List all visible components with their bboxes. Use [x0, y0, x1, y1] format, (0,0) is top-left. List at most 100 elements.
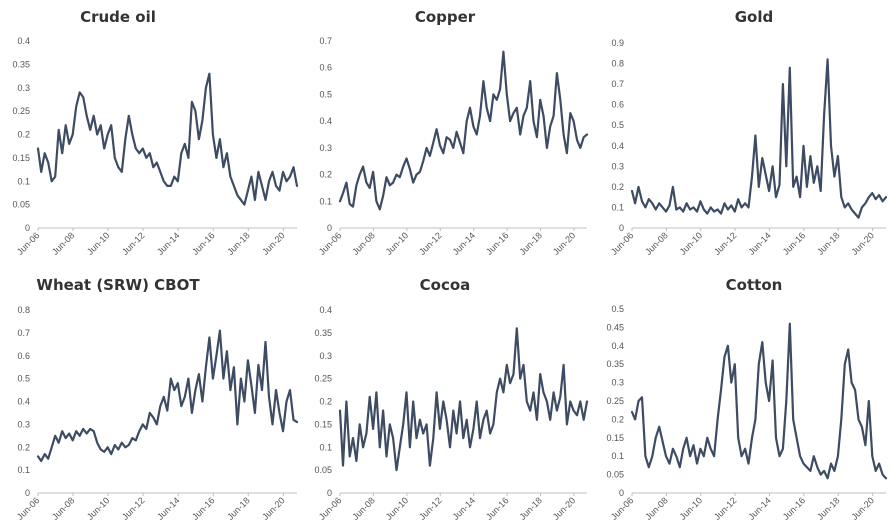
series-line	[630, 322, 888, 480]
x-tick-label: Jun-08	[50, 495, 77, 522]
y-tick-label: 0.1	[319, 196, 332, 206]
series-line	[36, 72, 299, 206]
x-tick-label: Jun-16	[484, 495, 511, 522]
x-tick-label: Jun-18	[815, 230, 842, 257]
chart-panel: Copper 0 0.1 0.2 0.3 0.4 0.5 0.6 0.7 Jun-06 Jun-08…	[317, 8, 589, 257]
x-tick-label: Jun-10	[384, 495, 411, 522]
y-tick-label: 0.4	[319, 116, 332, 126]
y-tick-label: 0.8	[611, 59, 624, 69]
x-tick-label: Jun-06	[609, 230, 636, 257]
y-tick-label: 0.35	[12, 59, 30, 69]
y-tick-label: 0.3	[17, 83, 30, 93]
x-tick-label: Jun-18	[225, 495, 252, 522]
x-tick-label: Jun-14	[746, 495, 773, 522]
x-tick-label: Jun-08	[350, 495, 377, 522]
x-tick-label: Jun-20	[849, 230, 876, 257]
y-tick-label: 0.5	[319, 89, 332, 99]
x-tick-label: Jun-20	[551, 495, 578, 522]
y-tick-label: 0	[619, 223, 624, 233]
y-tick-label: 0.2	[611, 182, 624, 192]
y-tick-label: 0.5	[611, 120, 624, 130]
x-tick-label: Jun-16	[781, 230, 808, 257]
series-line	[630, 58, 888, 219]
y-tick-label: 0.15	[606, 433, 624, 443]
y-tick-label: 0.4	[17, 36, 30, 46]
x-tick-label: Jun-14	[155, 495, 182, 522]
x-tick-label: Jun-20	[260, 495, 287, 522]
y-tick-label: 0.3	[611, 161, 624, 171]
y-tick-label: 0.1	[611, 202, 624, 212]
x-tick-label: Jun-10	[85, 230, 112, 257]
y-tick-label: 0.2	[319, 170, 332, 180]
y-tick-label: 0.15	[12, 153, 30, 163]
y-tick-label: 0.7	[319, 36, 332, 46]
y-tick-label: 0.4	[611, 341, 624, 351]
x-tick-label: Jun-12	[712, 230, 739, 257]
y-tick-label: 0.25	[12, 106, 30, 116]
x-tick-label: Jun-06	[15, 230, 42, 257]
x-tick-label: Jun-06	[15, 495, 42, 522]
y-tick-label: 0	[25, 488, 30, 498]
x-tick-label: Jun-08	[350, 230, 377, 257]
chart-title: Wheat (SRW) CBOT	[36, 276, 200, 294]
y-tick-label: 0.2	[17, 442, 30, 452]
x-tick-label: Jun-14	[451, 230, 478, 257]
y-tick-label: 0.9	[611, 38, 624, 48]
y-tick-label: 0.4	[17, 397, 30, 407]
y-tick-label: 0.2	[319, 397, 332, 407]
y-tick-label: 0.4	[319, 305, 332, 315]
y-tick-label: 0.6	[319, 63, 332, 73]
x-tick-label: Jun-16	[484, 230, 511, 257]
x-tick-label: Jun-18	[815, 495, 842, 522]
x-tick-label: Jun-06	[609, 495, 636, 522]
chart-panel: Cotton 0 0.05 0.1 0.15 0.2 0.25 0.3 0.35 0.4 0.45 0…	[606, 276, 888, 522]
chart-title: Copper	[415, 8, 476, 26]
y-tick-label: 0.45	[606, 322, 624, 332]
y-tick-label: 0.05	[12, 200, 30, 210]
y-tick-label: 0.7	[611, 79, 624, 89]
x-tick-label: Jun-12	[120, 230, 147, 257]
y-tick-label: 0.15	[314, 419, 332, 429]
x-tick-label: Jun-10	[384, 230, 411, 257]
x-tick-label: Jun-08	[643, 230, 670, 257]
y-tick-label: 0.8	[17, 305, 30, 315]
x-tick-label: Jun-16	[190, 230, 217, 257]
x-tick-label: Jun-12	[120, 495, 147, 522]
x-tick-label: Jun-14	[155, 230, 182, 257]
y-tick-label: 0.6	[611, 100, 624, 110]
chart-panel: Cocoa 0 0.05 0.1 0.15 0.2 0.25 0.3 0.35 0.4 Jun-06…	[314, 276, 589, 522]
x-tick-label: Jun-14	[746, 230, 773, 257]
y-tick-label: 0.3	[611, 378, 624, 388]
x-tick-label: Jun-16	[190, 495, 217, 522]
x-tick-label: Jun-18	[225, 230, 252, 257]
x-tick-label: Jun-08	[643, 495, 670, 522]
x-tick-label: Jun-12	[417, 230, 444, 257]
y-tick-label: 0.3	[319, 351, 332, 361]
chart-panel: Crude oil 0 0.05 0.1 0.15 0.2 0.25 0.3 0.35 0.4 Ju…	[12, 8, 299, 257]
series-line	[36, 329, 299, 463]
x-tick-label: Jun-10	[85, 495, 112, 522]
y-tick-label: 0.35	[606, 359, 624, 369]
x-tick-label: Jun-12	[712, 495, 739, 522]
chart-title: Crude oil	[80, 8, 156, 26]
y-tick-label: 0.05	[314, 465, 332, 475]
series-line	[338, 327, 589, 472]
y-tick-label: 0	[327, 488, 332, 498]
chart-panel: Gold 0 0.1 0.2 0.3 0.4 0.5 0.6 0.7 0.8 0.9 Jun-06 Ju…	[609, 8, 888, 257]
y-tick-label: 0.1	[319, 442, 332, 452]
x-tick-label: Jun-18	[517, 230, 544, 257]
y-tick-label: 0.7	[17, 328, 30, 338]
x-tick-label: Jun-20	[849, 495, 876, 522]
y-tick-label: 0	[327, 223, 332, 233]
x-tick-label: Jun-10	[678, 230, 705, 257]
y-tick-label: 0.4	[611, 141, 624, 151]
x-tick-label: Jun-06	[317, 230, 344, 257]
y-tick-label: 0.1	[17, 465, 30, 475]
x-tick-label: Jun-20	[551, 230, 578, 257]
y-tick-label: 0.1	[17, 176, 30, 186]
x-tick-label: Jun-18	[517, 495, 544, 522]
y-tick-label: 0.25	[606, 396, 624, 406]
x-tick-label: Jun-14	[451, 495, 478, 522]
